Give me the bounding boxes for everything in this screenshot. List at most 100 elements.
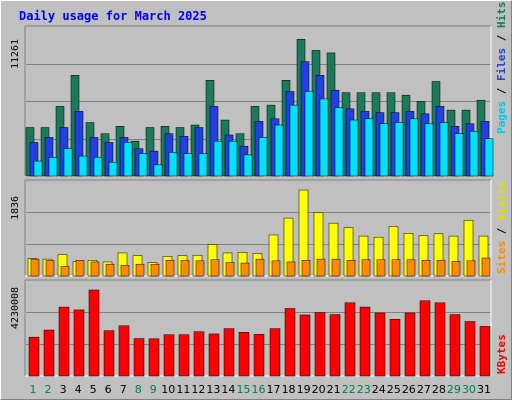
bar-kbytes-day-24 <box>374 312 386 377</box>
bar-sites-day-2 <box>45 260 55 277</box>
x-tick-label-day-1: 1 <box>30 383 37 396</box>
bar-kbytes-day-2 <box>43 329 55 377</box>
bar-sites-day-14 <box>225 262 235 277</box>
x-tick-label-day-27: 27 <box>417 383 431 396</box>
bar-sites-day-31 <box>481 257 491 277</box>
bar-pages-day-31 <box>484 138 494 177</box>
bar-kbytes-day-27 <box>419 300 431 377</box>
x-tick-label-day-9: 9 <box>150 383 157 396</box>
bar-kbytes-day-30 <box>464 321 476 377</box>
bar-pages-day-23 <box>364 118 374 177</box>
bar-kbytes-day-8 <box>133 338 145 377</box>
bar-kbytes-day-6 <box>103 330 115 377</box>
legend-hits: Hits <box>495 2 508 29</box>
bar-sites-day-29 <box>451 261 461 277</box>
bar-kbytes-day-14 <box>223 328 235 377</box>
x-tick-label-day-30: 30 <box>462 383 476 396</box>
bar-kbytes-day-10 <box>163 334 175 377</box>
panel-hits-files-pages-legend: Pages / Files / Hits <box>495 2 508 135</box>
bar-kbytes-day-28 <box>434 302 446 377</box>
panel-visits-sites-max-label: 1836 <box>10 196 21 220</box>
bar-pages-day-19 <box>304 91 314 177</box>
x-tick-label-day-25: 25 <box>387 383 401 396</box>
bar-pages-day-12 <box>198 153 208 177</box>
bar-sites-day-16 <box>255 258 265 277</box>
bar-pages-day-3 <box>63 148 73 177</box>
bar-sites-day-30 <box>466 260 476 277</box>
bar-sites-day-22 <box>346 260 356 277</box>
bar-pages-day-14 <box>228 140 238 177</box>
x-tick-label-day-4: 4 <box>75 383 82 396</box>
panel-visits-sites-legend: Sites / Visits <box>495 181 508 274</box>
bar-kbytes-day-13 <box>208 333 220 377</box>
bar-kbytes-day-31 <box>479 326 491 377</box>
bar-kbytes-day-18 <box>284 308 296 377</box>
bar-sites-day-8 <box>135 263 145 277</box>
bar-pages-day-28 <box>439 122 449 177</box>
x-tick-label-day-22: 22 <box>342 383 356 396</box>
x-tick-label-day-28: 28 <box>432 383 446 396</box>
x-tick-label-day-3: 3 <box>60 383 67 396</box>
chart-title: Daily usage for March 2025 <box>19 9 207 23</box>
bar-pages-day-2 <box>48 157 58 177</box>
bar-pages-day-5 <box>93 157 103 177</box>
bar-pages-day-16 <box>258 137 268 177</box>
x-tick-label-day-21: 21 <box>327 383 341 396</box>
x-tick-label-day-18: 18 <box>282 383 296 396</box>
bar-pages-day-26 <box>409 118 419 177</box>
bar-sites-day-27 <box>421 260 431 277</box>
x-tick-label-day-12: 12 <box>191 383 205 396</box>
bar-sites-day-13 <box>210 259 220 277</box>
bar-pages-day-13 <box>213 140 223 177</box>
bar-pages-day-4 <box>78 155 88 177</box>
bar-kbytes-day-19 <box>299 314 311 377</box>
legend-separator: / <box>495 221 508 241</box>
bar-kbytes-day-17 <box>269 328 281 377</box>
bar-kbytes-day-21 <box>329 314 341 377</box>
bar-pages-day-6 <box>108 162 118 177</box>
x-tick-label-day-10: 10 <box>161 383 175 396</box>
bar-kbytes-day-20 <box>314 312 326 377</box>
bar-pages-day-7 <box>123 142 133 177</box>
x-tick-label-day-14: 14 <box>221 383 235 396</box>
bar-sites-day-6 <box>105 263 115 277</box>
bar-sites-day-18 <box>286 261 296 277</box>
bar-sites-day-19 <box>301 260 311 277</box>
bar-pages-day-24 <box>379 123 389 177</box>
x-tick-label-day-24: 24 <box>372 383 386 396</box>
legend-separator: / <box>495 81 508 101</box>
bar-sites-day-11 <box>180 260 190 277</box>
bar-sites-day-15 <box>240 262 250 277</box>
panel-kbytes-legend: KBytes <box>495 334 508 374</box>
bar-pages-day-25 <box>394 122 404 177</box>
bar-pages-day-30 <box>469 130 479 177</box>
bar-pages-day-20 <box>319 98 329 177</box>
bar-sites-day-1 <box>30 258 40 277</box>
bar-sites-day-10 <box>165 260 175 277</box>
legend-sites: Sites <box>495 241 508 274</box>
bar-pages-day-15 <box>243 154 253 177</box>
bar-sites-day-9 <box>150 263 160 277</box>
x-tick-label-day-20: 20 <box>312 383 326 396</box>
bar-kbytes-day-1 <box>28 336 40 377</box>
bar-sites-day-5 <box>90 261 100 277</box>
x-tick-label-day-6: 6 <box>105 383 112 396</box>
bar-kbytes-day-3 <box>58 306 70 377</box>
bar-sites-day-21 <box>331 258 341 277</box>
x-tick-label-day-2: 2 <box>45 383 52 396</box>
legend-visits: Visits <box>495 181 508 221</box>
x-tick-label-day-11: 11 <box>176 383 190 396</box>
bar-pages-day-22 <box>349 119 359 177</box>
bar-sites-day-17 <box>271 260 281 277</box>
bar-pages-day-29 <box>454 133 464 177</box>
bar-sites-day-7 <box>120 265 130 277</box>
bar-pages-day-10 <box>168 152 178 177</box>
bar-pages-day-11 <box>183 153 193 177</box>
x-tick-label-day-17: 17 <box>267 383 281 396</box>
bar-kbytes-day-26 <box>404 312 416 377</box>
bar-sites-day-26 <box>406 259 416 277</box>
bar-kbytes-day-22 <box>344 302 356 377</box>
bar-sites-day-12 <box>195 260 205 277</box>
bar-kbytes-day-16 <box>253 334 265 377</box>
